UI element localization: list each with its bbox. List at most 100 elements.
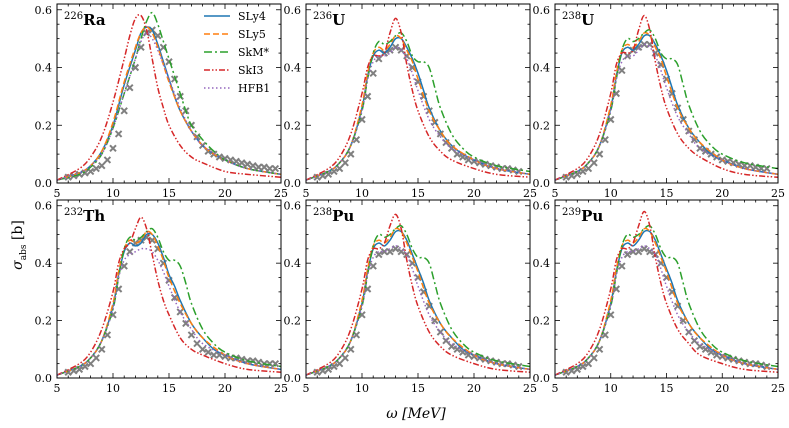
- ticks: [554, 4, 779, 184]
- series-sly4: [306, 229, 530, 376]
- x-tick-label: 10: [355, 187, 369, 200]
- x-tick-label: 20: [715, 382, 729, 395]
- series-hfb1: [57, 32, 281, 181]
- experiment-point: [590, 159, 598, 167]
- nucleus-mass: 232: [64, 207, 83, 218]
- series-sly5: [306, 34, 530, 181]
- experiment-point: [260, 163, 268, 171]
- x-axis-label: ω [MeV]: [386, 406, 446, 422]
- y-tick-label: 0.2: [35, 119, 53, 132]
- x-tick-label: 10: [604, 187, 618, 200]
- y-tick-label: 0.4: [35, 257, 53, 270]
- experiment-point: [369, 262, 377, 270]
- y-tick-label: 0.6: [35, 4, 53, 17]
- y-tick-label: 0.6: [284, 200, 302, 213]
- series-skmstar: [306, 31, 530, 181]
- experiment-point: [634, 247, 643, 256]
- model-curves: [57, 216, 281, 376]
- experiment-point: [176, 308, 184, 316]
- y-tick-label: 0.6: [533, 4, 551, 17]
- nucleus-symbol: Pu: [581, 207, 603, 225]
- model-curves: [57, 11, 281, 181]
- x-tick-label: 25: [274, 382, 288, 395]
- experiment-point: [98, 345, 106, 353]
- series-hfb1: [306, 46, 530, 181]
- experiment-point: [391, 245, 400, 253]
- experiment-point: [341, 354, 349, 362]
- y-tick-label: 0.0: [284, 372, 302, 385]
- experiment-markers: [313, 43, 523, 181]
- y-tick-label: 0.4: [284, 257, 302, 270]
- series-hfb1: [306, 245, 530, 376]
- experiment-point: [584, 359, 593, 368]
- x-tick-label: 20: [467, 382, 481, 395]
- experiment-markers: [64, 233, 280, 376]
- series-sly5: [555, 227, 778, 376]
- x-tick-label: 20: [715, 187, 729, 200]
- experiment-point: [618, 262, 626, 270]
- y-tick-label: 0.0: [35, 372, 53, 385]
- series-ski3: [306, 213, 530, 376]
- panel-236-u: 5 10 15 20 25 0.0 0.2 0.4 0.6 236U: [284, 3, 537, 200]
- panel-239-pu: 5 10 15 20 25 0.0 0.2 0.4 0.6 239Pu: [533, 199, 785, 395]
- experiment-point: [595, 150, 604, 158]
- panel-226-ra: 5 10 15 20 25 0.0 0.2 0.4 0.6 226Ra SLy4 SLy5 SkM* Sk…: [35, 3, 288, 200]
- x-tick-label: 15: [411, 382, 425, 395]
- x-tick-label: 5: [303, 382, 310, 395]
- x-tick-label: 15: [162, 382, 176, 395]
- experiment-point: [114, 130, 123, 138]
- experiment-point: [629, 247, 637, 256]
- experiment-point: [103, 156, 112, 164]
- experiment-point: [590, 354, 598, 362]
- x-tick-label: 5: [54, 187, 61, 200]
- nucleus-mass: 239: [562, 207, 581, 218]
- y-tick-label: 0.6: [284, 4, 302, 17]
- experiment-point: [266, 164, 274, 173]
- experiment-point: [685, 127, 693, 135]
- experiment-point: [120, 107, 128, 115]
- x-tick-label: 5: [54, 382, 61, 395]
- ticks: [305, 200, 531, 379]
- experiment-point: [98, 161, 106, 170]
- model-curves: [306, 17, 530, 181]
- ticks: [56, 4, 282, 184]
- experiment-point: [618, 66, 626, 75]
- experiment-point: [347, 150, 355, 158]
- nucleus-label: 238Pu: [313, 207, 354, 225]
- experiment-point: [266, 359, 274, 368]
- experiment-point: [341, 159, 349, 167]
- nucleus-label: 232Th: [64, 207, 105, 225]
- experiment-point: [271, 164, 280, 173]
- x-tick-label: 10: [604, 382, 618, 395]
- ticks: [554, 200, 779, 379]
- x-tick-label: 15: [162, 187, 176, 200]
- experiment-point: [86, 359, 95, 368]
- nucleus-mass: 238: [562, 11, 581, 22]
- series-skmstar: [555, 224, 778, 376]
- experiment-point: [403, 250, 411, 259]
- experiment-point: [447, 342, 456, 351]
- y-tick-label: 0.2: [284, 119, 302, 132]
- experiment-point: [249, 357, 257, 365]
- experiment-point: [126, 84, 134, 92]
- nucleus-symbol: Ra: [83, 11, 106, 29]
- legend: SLy4 SLy5 SkM* SkI3 HFB1: [204, 10, 270, 95]
- series-ski3: [555, 14, 778, 181]
- experiment-point: [375, 250, 383, 259]
- y-tick-label: 0.4: [35, 62, 53, 75]
- experiment-point: [442, 336, 450, 345]
- experiment-markers: [562, 245, 771, 376]
- nucleus-label: 236U: [313, 11, 345, 29]
- experiment-point: [109, 144, 117, 153]
- series-skmstar: [306, 224, 530, 376]
- experiment-point: [193, 339, 201, 348]
- experiment-point: [391, 43, 400, 52]
- x-tick-label: 10: [106, 187, 120, 200]
- experiment-markers: [562, 40, 771, 181]
- y-tick-label: 0.0: [533, 177, 551, 190]
- experiment-point: [436, 130, 445, 138]
- nucleus-symbol: U: [581, 11, 594, 29]
- experiment-point: [271, 359, 280, 368]
- x-tick-label: 25: [771, 382, 785, 395]
